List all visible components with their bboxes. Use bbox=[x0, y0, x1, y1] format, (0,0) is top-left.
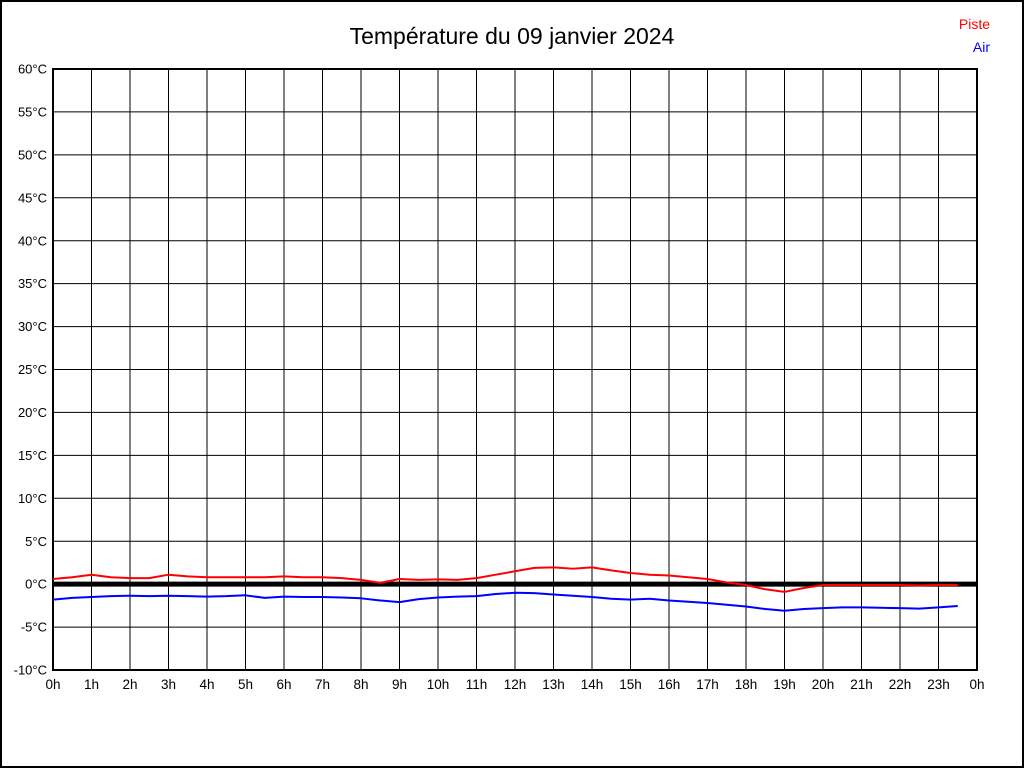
svg-text:22h: 22h bbox=[889, 677, 912, 692]
svg-text:9h: 9h bbox=[392, 677, 407, 692]
svg-text:5h: 5h bbox=[238, 677, 253, 692]
svg-text:50°C: 50°C bbox=[18, 147, 47, 162]
svg-text:10h: 10h bbox=[427, 677, 450, 692]
svg-text:-10°C: -10°C bbox=[14, 663, 47, 678]
svg-text:0°C: 0°C bbox=[25, 577, 47, 592]
svg-text:18h: 18h bbox=[735, 677, 758, 692]
svg-text:0h: 0h bbox=[45, 677, 60, 692]
svg-text:14h: 14h bbox=[581, 677, 604, 692]
svg-text:23h: 23h bbox=[927, 677, 950, 692]
svg-text:7h: 7h bbox=[315, 677, 330, 692]
svg-text:13h: 13h bbox=[542, 677, 565, 692]
legend-item-piste: Piste bbox=[958, 16, 990, 32]
legend-item-air: Air bbox=[972, 39, 990, 55]
svg-text:4h: 4h bbox=[199, 677, 214, 692]
svg-text:8h: 8h bbox=[353, 677, 368, 692]
svg-text:30°C: 30°C bbox=[18, 319, 47, 334]
page-title: Température du 09 janvier 2024 bbox=[349, 23, 675, 49]
svg-text:-5°C: -5°C bbox=[21, 620, 47, 635]
svg-text:60°C: 60°C bbox=[18, 62, 47, 77]
svg-text:45°C: 45°C bbox=[18, 190, 47, 205]
svg-text:12h: 12h bbox=[504, 677, 527, 692]
chart-legend: Piste Air bbox=[959, 13, 990, 59]
svg-text:55°C: 55°C bbox=[18, 104, 47, 119]
svg-text:3h: 3h bbox=[161, 677, 176, 692]
svg-text:2h: 2h bbox=[122, 677, 137, 692]
svg-text:0h: 0h bbox=[969, 677, 984, 692]
svg-text:11h: 11h bbox=[466, 677, 488, 692]
svg-text:17h: 17h bbox=[696, 677, 719, 692]
svg-text:6h: 6h bbox=[276, 677, 291, 692]
svg-text:10°C: 10°C bbox=[18, 491, 47, 506]
svg-text:35°C: 35°C bbox=[18, 276, 47, 291]
svg-text:16h: 16h bbox=[658, 677, 681, 692]
svg-text:1h: 1h bbox=[84, 677, 99, 692]
svg-text:15°C: 15°C bbox=[18, 448, 47, 463]
svg-text:19h: 19h bbox=[773, 677, 796, 692]
svg-text:20°C: 20°C bbox=[18, 405, 47, 420]
svg-text:21h: 21h bbox=[850, 677, 873, 692]
svg-text:20h: 20h bbox=[812, 677, 835, 692]
svg-text:5°C: 5°C bbox=[25, 534, 47, 549]
svg-text:15h: 15h bbox=[619, 677, 642, 692]
svg-text:40°C: 40°C bbox=[18, 233, 47, 248]
svg-text:25°C: 25°C bbox=[18, 362, 47, 377]
